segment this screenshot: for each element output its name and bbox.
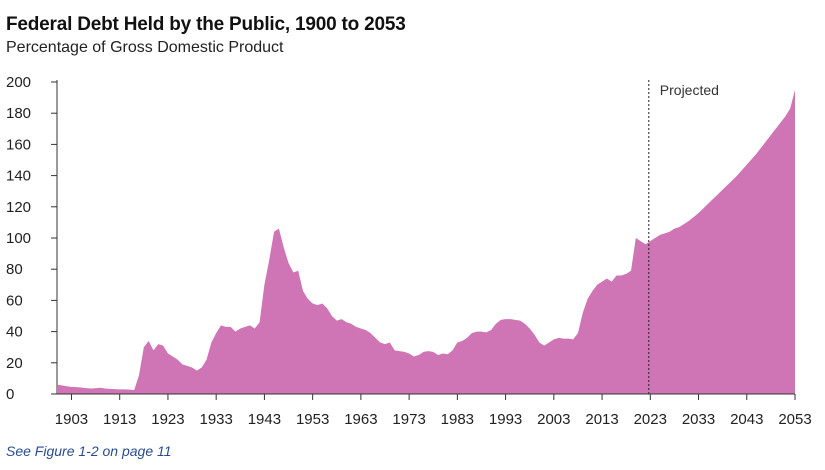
x-tick-label: 2053	[778, 411, 811, 428]
y-tick-label: 20	[6, 355, 23, 372]
y-axis: 0 20 40 60 80 100 120 140 160 180 200	[6, 74, 58, 403]
y-tick-label: 100	[6, 230, 31, 247]
projection-annotation: Projected	[648, 80, 719, 394]
x-tick-label: 2013	[585, 411, 618, 428]
y-tick-label: 160	[6, 136, 31, 153]
y-tick-label: 60	[6, 292, 23, 309]
x-tick-label: 1913	[103, 411, 136, 428]
y-tick-label: 200	[6, 74, 31, 91]
x-tick-label: 1903	[55, 411, 88, 428]
x-tick-label: 2033	[682, 411, 715, 428]
x-tick-label: 2003	[537, 411, 570, 428]
x-tick-label: 1973	[392, 411, 425, 428]
y-tick-label: 80	[6, 261, 23, 278]
plot-area	[57, 89, 795, 395]
x-tick-label: 2023	[634, 411, 667, 428]
chart-title: Federal Debt Held by the Public, 1900 to…	[6, 14, 406, 35]
x-tick-label: 2043	[730, 411, 763, 428]
x-tick-label: 1953	[296, 411, 329, 428]
y-tick-label: 40	[6, 324, 23, 341]
projected-label: Projected	[660, 82, 719, 98]
x-tick-label: 1983	[441, 411, 474, 428]
x-axis: 1903 1913 1923 1933 1943 1953 1963 1973 1983 1993…	[55, 393, 812, 428]
x-tick-label: 1993	[489, 411, 522, 428]
y-tick-label: 140	[6, 168, 31, 185]
chart-subtitle: Percentage of Gross Domestic Product	[6, 39, 284, 56]
y-tick-label: 0	[6, 386, 14, 403]
x-tick-label: 1933	[199, 411, 232, 428]
x-tick-label: 1963	[344, 411, 377, 428]
debt-area-series	[57, 89, 795, 395]
x-tick-label: 1943	[248, 411, 281, 428]
figure-reference-note[interactable]: See Figure 1-2 on page 11	[6, 443, 172, 459]
y-tick-label: 120	[6, 199, 31, 216]
y-tick-label: 180	[6, 105, 31, 122]
x-tick-label: 1923	[151, 411, 184, 428]
